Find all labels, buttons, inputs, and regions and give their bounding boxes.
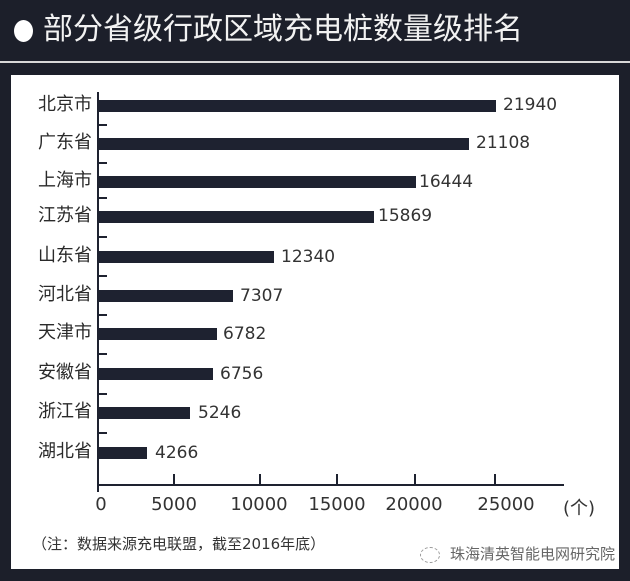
bar <box>99 138 469 150</box>
value-label: 12340 <box>281 247 336 267</box>
bar <box>99 407 190 419</box>
category-label: 广东省 <box>38 132 92 153</box>
x-tick <box>173 474 175 485</box>
x-tick <box>259 474 261 485</box>
value-label: 5246 <box>198 403 242 423</box>
x-tick-label: 20000 <box>385 494 443 515</box>
bullet-icon <box>14 20 33 42</box>
y-tick <box>97 275 107 277</box>
bar <box>99 176 416 188</box>
y-tick <box>97 197 107 199</box>
value-label: 4266 <box>155 443 199 463</box>
category-label: 山东省 <box>38 245 92 266</box>
x-axis-unit: (个) <box>563 498 596 519</box>
bar <box>99 290 233 302</box>
x-tick <box>414 474 416 485</box>
y-tick <box>97 162 107 164</box>
category-label: 上海市 <box>38 170 92 191</box>
x-tick-label: 5000 <box>151 494 197 515</box>
value-label: 16444 <box>419 172 474 192</box>
value-label: 6756 <box>220 364 264 384</box>
x-tick-label: 0 <box>95 494 107 515</box>
value-label: 6782 <box>223 324 267 344</box>
x-tick-label: 10000 <box>230 494 288 515</box>
value-label: 21108 <box>476 133 531 153</box>
x-tick-label: 25000 <box>477 494 535 515</box>
bar <box>99 368 213 380</box>
x-axis-line <box>97 484 564 486</box>
x-tick-label: 15000 <box>308 494 366 515</box>
category-label: 天津市 <box>38 322 92 343</box>
category-label: 江苏省 <box>38 205 92 226</box>
category-label: 安徽省 <box>38 362 92 383</box>
bar <box>99 251 274 263</box>
value-label: 21940 <box>503 95 558 115</box>
category-label: 湖北省 <box>38 441 92 462</box>
y-tick <box>97 353 107 355</box>
bar <box>99 211 374 223</box>
y-tick <box>97 236 107 238</box>
source-note: （注：数据来源充电联盟，截至2016年底） <box>32 535 326 553</box>
watermark: 珠海清英智能电网研究院 <box>420 543 615 564</box>
chart-header: 部分省级行政区域充电桩数量级排名 <box>0 0 630 62</box>
bar <box>99 100 496 112</box>
y-tick <box>97 393 107 395</box>
y-tick <box>97 314 107 316</box>
chart-title: 部分省级行政区域充电桩数量级排名 <box>43 12 523 47</box>
y-axis-line <box>97 92 99 492</box>
watermark-text: 珠海清英智能电网研究院 <box>450 545 616 563</box>
y-tick <box>97 124 107 126</box>
category-label: 河北省 <box>38 284 92 305</box>
value-label: 7307 <box>240 286 284 306</box>
y-tick <box>97 432 107 434</box>
value-label: 15869 <box>378 206 433 226</box>
bar <box>99 328 217 340</box>
chart-panel <box>11 75 619 569</box>
x-tick <box>336 474 338 485</box>
category-label: 浙江省 <box>38 401 92 422</box>
x-tick <box>494 474 496 485</box>
wechat-icon <box>420 546 440 563</box>
bar <box>99 447 147 459</box>
category-label: 北京市 <box>38 94 92 115</box>
header-divider <box>0 61 630 63</box>
